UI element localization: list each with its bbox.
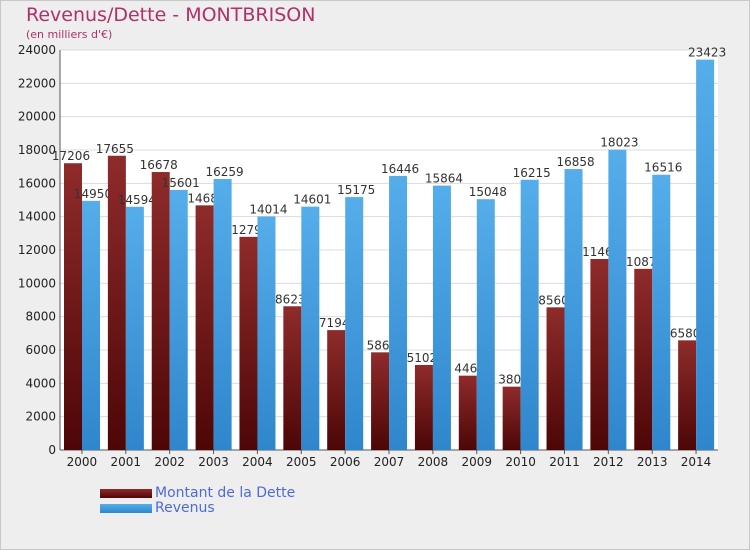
- y-tick-label: 0: [48, 443, 56, 457]
- data-label: 23423: [688, 46, 726, 60]
- bar-revenus: [125, 206, 144, 450]
- data-label: 16446: [381, 162, 419, 176]
- data-label: 14594: [118, 193, 156, 207]
- bar-dette: [634, 268, 653, 450]
- data-label: 8560: [538, 293, 569, 307]
- data-label: 15601: [162, 176, 200, 190]
- data-label: 16858: [556, 155, 594, 169]
- data-label: 18023: [600, 136, 638, 150]
- x-tick-label: 2002: [154, 455, 185, 469]
- x-tick-label: 2004: [242, 455, 273, 469]
- bar-revenus: [520, 179, 539, 450]
- data-label: 14601: [293, 193, 331, 207]
- data-label: 16678: [140, 158, 178, 172]
- y-tick-label: 6000: [25, 343, 56, 357]
- data-label: 5102: [407, 351, 438, 365]
- x-tick-label: 2013: [637, 455, 668, 469]
- data-label: 8623: [275, 292, 306, 306]
- bar-revenus: [257, 216, 276, 450]
- bar-dette: [239, 236, 258, 450]
- data-label: 1279: [231, 223, 262, 237]
- data-label: 1468: [187, 191, 218, 205]
- bar-revenus: [696, 59, 715, 450]
- x-tick-label: 2003: [198, 455, 229, 469]
- data-label: 1146: [582, 245, 613, 259]
- legend-label-dette: Montant de la Dette: [155, 485, 296, 501]
- y-tick-label: 12000: [18, 243, 56, 257]
- bar-dette: [678, 340, 697, 450]
- data-label: 1087: [626, 255, 657, 269]
- data-label: 7194: [319, 316, 350, 330]
- data-label: 6580: [670, 326, 701, 340]
- y-tick-label: 8000: [25, 310, 56, 324]
- bar-dette: [151, 172, 170, 451]
- bar-revenus: [476, 199, 495, 450]
- legend-swatch-revenus: [100, 504, 152, 513]
- y-tick-label: 10000: [18, 276, 56, 290]
- data-label: 14014: [249, 202, 287, 216]
- bar-revenus: [301, 206, 320, 450]
- bar-revenus: [345, 197, 364, 450]
- data-label: 15864: [425, 172, 463, 186]
- x-tick-label: 2006: [330, 455, 361, 469]
- bar-revenus: [213, 179, 232, 450]
- legend-swatch-dette: [100, 489, 152, 498]
- bar-dette: [414, 364, 433, 450]
- bar-dette: [64, 163, 82, 450]
- bar-dette: [458, 375, 477, 450]
- data-label: 15048: [469, 185, 507, 199]
- x-tick-label: 2000: [67, 455, 98, 469]
- y-tick-label: 4000: [25, 376, 56, 390]
- bar-dette: [546, 307, 565, 450]
- bar-chart: 0 2000 4000 6000 8000 10000 12000 14000 16000 180…: [18, 43, 726, 469]
- data-label: 15175: [337, 183, 375, 197]
- bar-revenus: [169, 189, 188, 450]
- data-label: 16215: [513, 166, 551, 180]
- y-tick-label: 14000: [18, 210, 56, 224]
- data-label: 380: [498, 373, 521, 387]
- data-label: 14950: [74, 187, 112, 201]
- y-tick-label: 24000: [18, 43, 56, 57]
- y-tick-label: 2000: [25, 410, 56, 424]
- y-tick-label: 20000: [18, 110, 56, 124]
- bar-dette: [327, 330, 346, 450]
- bar-revenus: [432, 185, 451, 450]
- x-tick-label: 2008: [418, 455, 449, 469]
- chart-title: Revenus/Dette - MONTBRISON: [26, 4, 316, 26]
- legend-label-revenus: Revenus: [155, 500, 215, 516]
- bar-dette: [502, 386, 521, 450]
- bar-revenus: [389, 175, 408, 450]
- bar-revenus: [652, 174, 671, 450]
- x-tick-label: 2011: [549, 455, 580, 469]
- y-tick-label: 16000: [18, 176, 56, 190]
- x-tick-label: 2012: [593, 455, 624, 469]
- bar-dette: [590, 259, 609, 450]
- x-tick-label: 2007: [374, 455, 405, 469]
- bar-revenus: [564, 169, 583, 451]
- x-tick-label: 2001: [111, 455, 142, 469]
- y-tick-label: 22000: [18, 76, 56, 90]
- data-label: 17206: [52, 149, 90, 163]
- y-tick-label: 18000: [18, 143, 56, 157]
- data-label: 446: [454, 362, 477, 376]
- data-label: 16259: [206, 165, 244, 179]
- data-label: 17655: [96, 142, 134, 156]
- data-label: 16516: [644, 161, 682, 175]
- bar-revenus: [82, 200, 100, 450]
- bar-dette: [283, 306, 302, 450]
- bar-revenus: [608, 149, 627, 450]
- x-tick-label: 2010: [505, 455, 536, 469]
- data-label: 586: [367, 338, 390, 352]
- bar-dette: [195, 205, 214, 450]
- x-tick-label: 2014: [681, 455, 712, 469]
- chart-subtitle: (en milliers d'€): [26, 28, 113, 41]
- bar-dette: [371, 352, 390, 450]
- bar-dette: [107, 155, 126, 450]
- x-tick-label: 2009: [461, 455, 492, 469]
- x-tick-label: 2005: [286, 455, 317, 469]
